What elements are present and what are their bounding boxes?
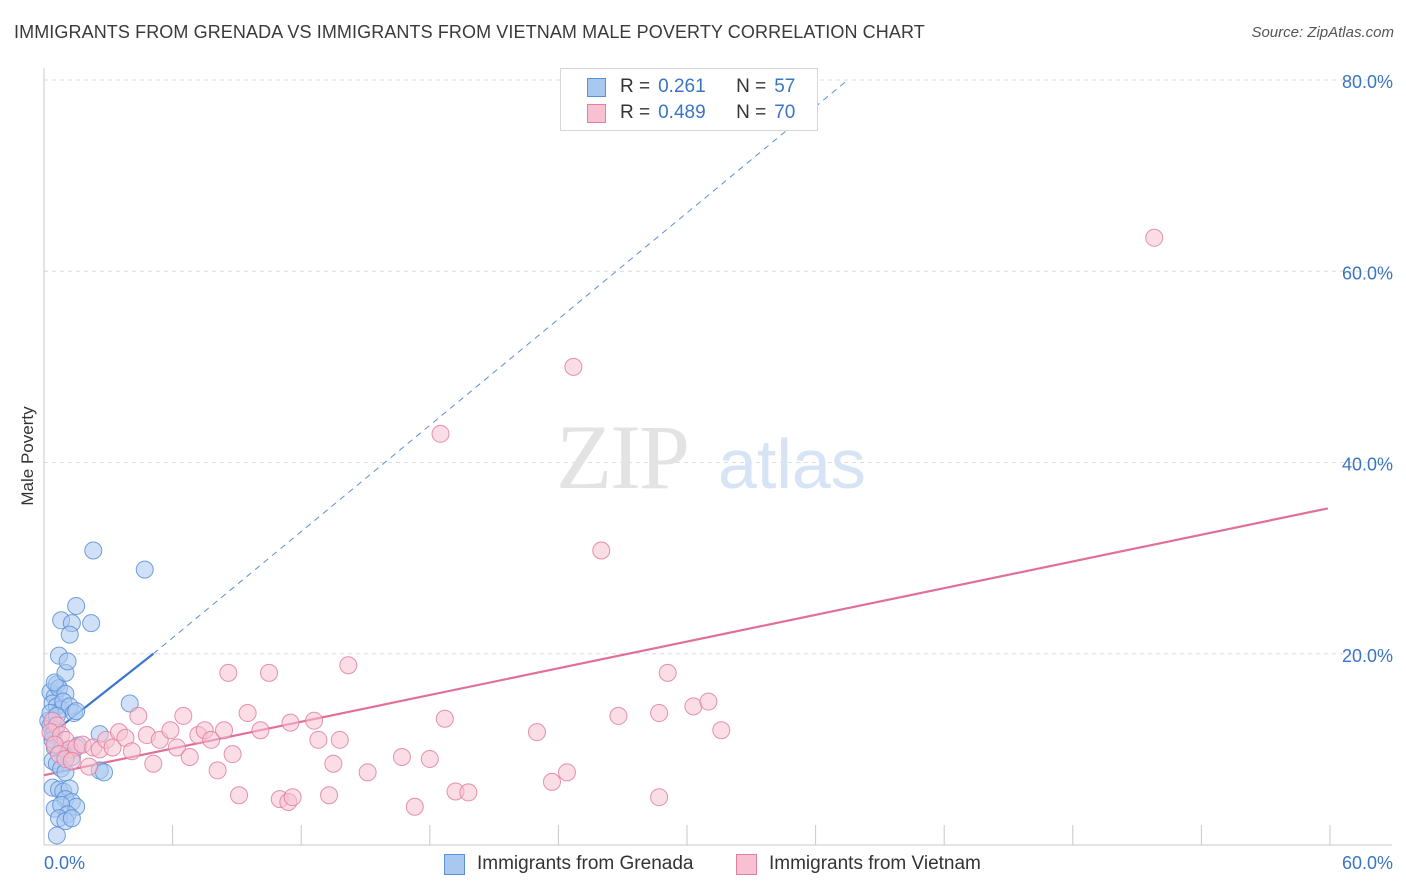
vietnam-point [650,704,669,723]
n-label: N = [736,76,767,97]
vietnam-point [320,786,339,805]
grenada-point [67,702,86,721]
vietnam-legend-swatch [736,853,757,875]
vietnam-point [283,788,302,807]
watermark-zip: ZIP [556,406,688,508]
grenada-point [82,614,101,633]
vietnam-point [208,761,227,780]
vietnam-point [330,730,349,749]
vietnam-point [420,749,439,768]
vietnam-point [180,748,199,767]
vietnam-point [251,721,270,740]
vietnam-point [230,786,249,805]
vietnam-point [215,721,234,740]
grenada-point [84,541,103,560]
y-axis-label: Male Poverty [18,406,37,506]
r-value: 0.261 [658,76,706,97]
chart-title: IMMIGRANTS FROM GRENADA VS IMMIGRANTS FR… [14,22,925,42]
vietnam-point [223,745,242,764]
vietnam-point [712,721,731,740]
vietnam-point [459,783,478,802]
grenada-point [47,826,66,845]
vietnam-point [699,692,718,711]
grenada-point [62,809,81,828]
data-points [39,228,1164,845]
r-label: R = [620,76,651,97]
x-tick-label: 60.0% [1342,853,1393,873]
vietnam-point [405,797,424,816]
vietnam-point [592,541,611,560]
r-value: 0.489 [658,102,706,123]
stats-legend-row-vietnam: R = 0.489 N = 70 [587,101,795,125]
legend-item-vietnam[interactable]: Immigrants from Vietnam [736,852,981,876]
n-label: N = [736,102,767,123]
vietnam-swatch [587,103,606,123]
stats-legend: R = 0.261 N = 57 R = 0.489 N = 70 [560,68,818,131]
vietnam-point [658,663,677,682]
vietnam-point [324,754,343,773]
vietnam-point [122,742,141,761]
vietnam-point [238,704,257,723]
vietnam-point [527,723,546,742]
vietnam-point [1145,228,1164,247]
vietnam-point [339,656,358,675]
y-tick-label: 40.0% [1342,455,1393,475]
stats-legend-row-grenada: R = 0.261 N = 57 [587,75,795,99]
vietnam-point [542,772,561,791]
y-tick-label: 80.0% [1342,72,1393,92]
vietnam-point [202,730,221,749]
grenada-point [58,652,77,671]
grenada-point [67,596,86,615]
axes [43,68,1392,846]
vietnam-point [167,738,186,757]
grenada-legend-swatch [444,853,465,875]
grenada-swatch [587,77,606,97]
grenada-point [120,694,139,713]
vietnam-point [305,711,324,730]
vietnam-point [650,788,669,807]
grenada-point [60,625,79,644]
grenada-point [135,560,154,579]
legend-item-grenada[interactable]: Immigrants from Grenada [444,852,693,876]
tick-labels: 80.0% 60.0% 40.0% 20.0% 0.0% 60.0% [44,72,1393,873]
x-tick-label: 0.0% [44,853,85,873]
vietnam-point [435,709,454,728]
y-tick-label: 20.0% [1342,646,1393,666]
vietnam-point [80,757,99,776]
vietnam-point [564,357,583,376]
y-tick-label: 60.0% [1342,263,1393,283]
vietnam-point [358,763,377,782]
vietnam-point [144,754,163,773]
n-value: 57 [774,76,796,97]
vietnam-point [557,763,576,782]
vietnam-point [392,748,411,767]
vietnam-point [309,730,328,749]
vietnam-point [219,663,238,682]
vietnam-point [684,697,703,716]
grid-lines [44,79,1392,655]
vietnam-point [281,713,300,732]
watermark: ZIP atlas [556,406,866,508]
watermark-atlas: atlas [718,425,866,503]
vietnam-point [103,738,122,757]
vietnam-point [609,706,628,725]
vietnam-point [431,424,450,443]
vietnam-legend-label: Immigrants from Vietnam [769,853,981,874]
grenada-point [95,763,114,782]
r-label: R = [620,102,651,123]
n-value: 70 [774,102,796,123]
vietnam-point [129,706,148,725]
vietnam-point [260,663,279,682]
source-credit: Source: ZipAtlas.com [1251,24,1394,41]
grenada-legend-label: Immigrants from Grenada [477,853,694,874]
vietnam-point [62,751,81,770]
vietnam-point [174,706,193,725]
grenada-trend-extension [152,79,849,655]
vietnam-trend-line [43,507,1329,777]
vietnam-point [161,721,180,740]
